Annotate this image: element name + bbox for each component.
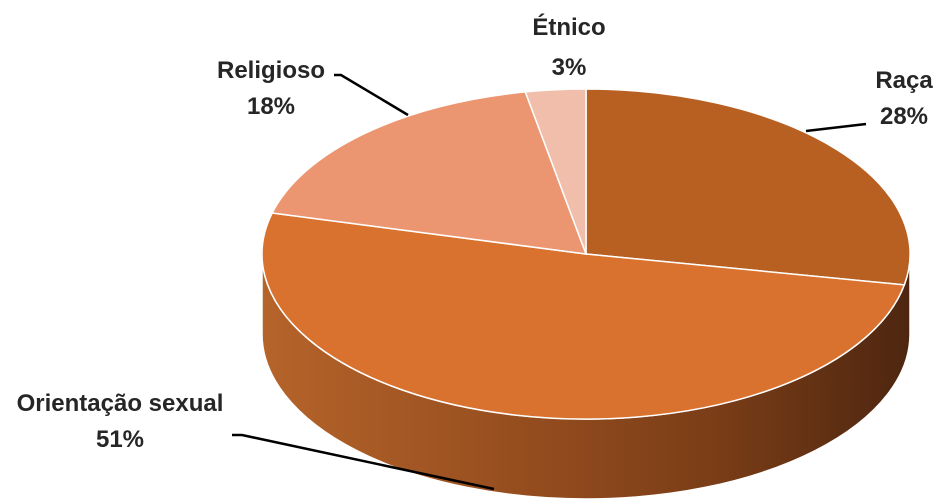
- label-etnico-name: Étnico: [532, 13, 605, 41]
- label-etnico-value: 3%: [552, 54, 587, 81]
- label-orientacao-value: 51%: [96, 426, 144, 453]
- label-religioso-name: Religioso: [217, 57, 325, 84]
- pie-slice-raca: [585, 88, 911, 286]
- leader-line-orientacao: [232, 433, 495, 491]
- label-orientacao-name: Orientação sexual: [17, 390, 224, 417]
- label-raca-name: Raça: [875, 67, 933, 94]
- pie-slice-etnico: [524, 88, 587, 255]
- leader-line-raca: [805, 122, 867, 133]
- label-religioso-value: 18%: [247, 93, 295, 120]
- leader-line-religioso: [334, 73, 409, 117]
- pie-slice-religioso: [271, 91, 588, 255]
- label-raca-value: 28%: [880, 103, 928, 130]
- pie-slice-orientacao-sexual: [261, 212, 906, 420]
